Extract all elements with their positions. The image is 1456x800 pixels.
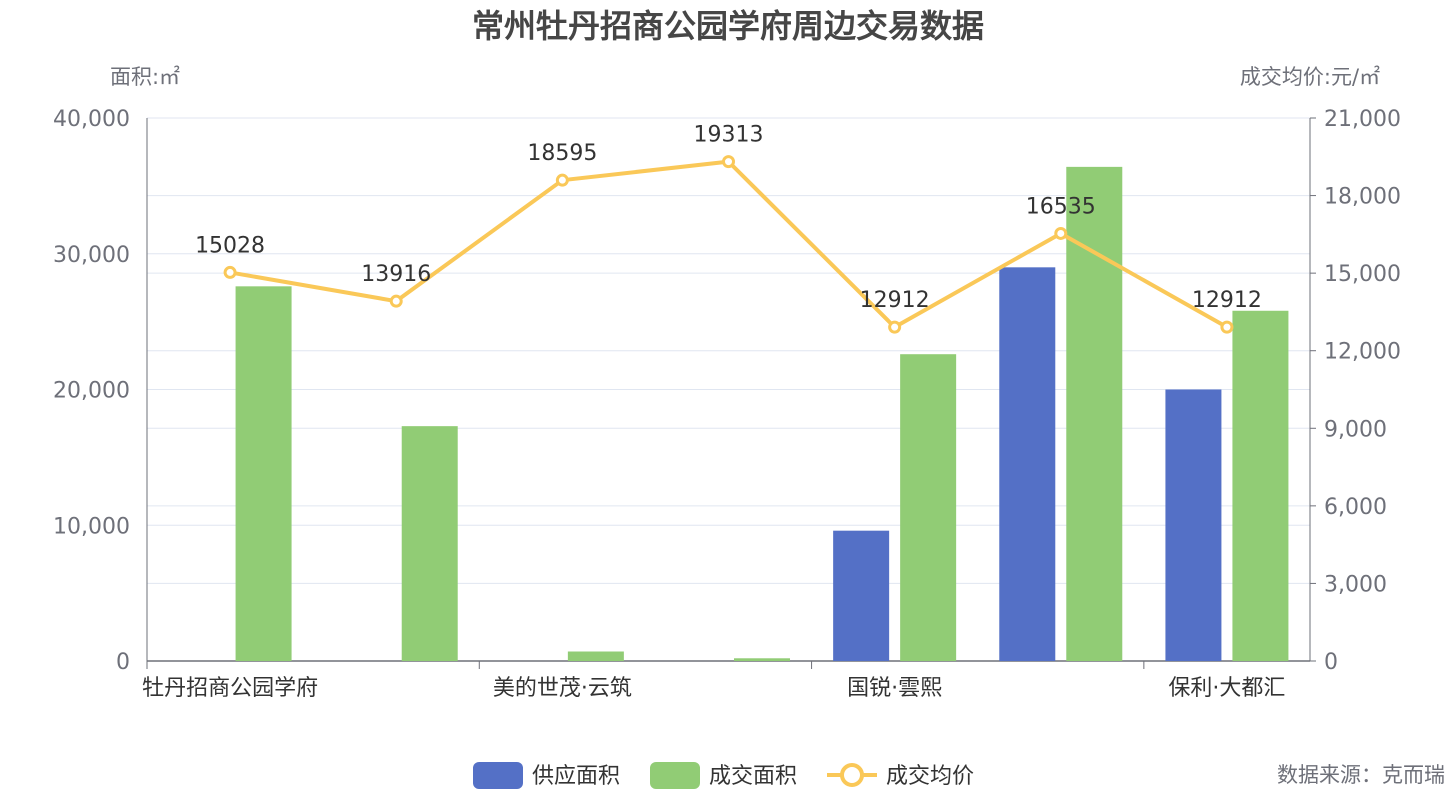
deal-area-bar [734, 658, 790, 661]
data-labels: 15028 13916 18595 19313 12912 16535 12912 [195, 123, 1262, 314]
legend-swatch [473, 762, 523, 789]
deal-area-bar [235, 286, 292, 661]
legend-swatch [650, 762, 700, 789]
price-data-label: 19313 [694, 123, 764, 148]
left-axis-name: 面积:㎡ [110, 65, 180, 89]
price-line [223, 155, 1234, 334]
x-axis-category-label: 牡丹招商公园学府 [142, 676, 318, 701]
price-point [389, 294, 403, 308]
deal-area-bar [900, 354, 957, 661]
deal-area-bar [567, 651, 624, 661]
legend-label: 成交面积 [709, 764, 797, 789]
legend-label: 成交均价 [886, 764, 974, 789]
x-axis-category-label: 国锐·雲熙 [847, 676, 942, 701]
supply-area-bar [999, 267, 1056, 661]
chart-title: 常州牡丹招商公园学府周边交易数据 [472, 7, 984, 45]
price-data-label: 13916 [361, 262, 431, 287]
right-axis-tick-label: 9,000 [1324, 417, 1387, 442]
left-axis-tick-label: 40,000 [53, 107, 130, 132]
price-data-label: 12912 [860, 288, 930, 313]
price-point [722, 155, 735, 169]
left-axis-tick-label: 20,000 [53, 379, 130, 404]
price-point [1054, 226, 1068, 240]
source-note: 数据来源：克而瑞 [1277, 763, 1445, 787]
price-point [223, 265, 237, 279]
price-point [555, 173, 569, 187]
deal-area-bar [1232, 310, 1289, 661]
left-axis-tick-label: 10,000 [53, 514, 130, 539]
price-data-label: 15028 [195, 233, 265, 258]
right-axis-tick-label: 18,000 [1324, 185, 1401, 210]
left-axis-tick-label: 0 [116, 650, 130, 675]
right-axis-name: 成交均价:元/㎡ [1240, 65, 1380, 89]
price-data-label: 18595 [527, 141, 597, 166]
right-axis-tick-label: 0 [1324, 650, 1338, 675]
right-axis-tick-label: 3,000 [1324, 572, 1387, 597]
legend-label: 供应面积 [532, 764, 620, 789]
deal-area-bar [1066, 166, 1123, 661]
bars [235, 166, 1289, 661]
right-axis-tick-label: 21,000 [1324, 107, 1401, 132]
x-axis-category-label: 保利·大都汇 [1168, 676, 1285, 701]
right-axis-tick-label: 15,000 [1324, 262, 1401, 287]
axes: 0 3,000 6,000 9,000 12,000 15,000 18,000 21,000… [53, 107, 1401, 701]
supply-area-bar [833, 530, 890, 661]
price-point [888, 320, 902, 334]
left-axis-tick-label: 30,000 [53, 243, 130, 268]
grid-lines [147, 117, 1310, 584]
price-data-label: 16535 [1026, 194, 1096, 219]
deal-area-bar [401, 426, 458, 661]
legend-marker [840, 763, 864, 787]
price-point [1220, 320, 1234, 334]
x-axis-category-label: 美的世茂·云筑 [493, 676, 632, 701]
right-axis-tick-label: 6,000 [1324, 495, 1387, 520]
legend: 供应面积 成交面积 成交均价 [473, 762, 974, 789]
price-data-label: 12912 [1192, 288, 1262, 313]
right-axis-tick-label: 12,000 [1324, 340, 1401, 365]
supply-area-bar [1165, 389, 1222, 661]
